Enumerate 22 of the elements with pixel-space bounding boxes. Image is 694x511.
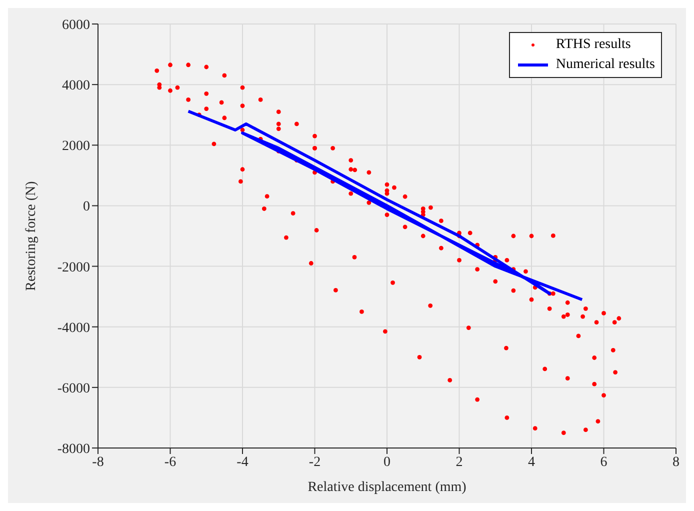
x-axis-title: Relative displacement (mm) <box>308 480 467 495</box>
x-tick-label: 4 <box>528 454 535 470</box>
y-tick-label: -4000 <box>57 320 90 336</box>
y-tick-label: -2000 <box>57 260 90 276</box>
x-tick-label: -8 <box>92 454 104 470</box>
legend-label: Numerical results <box>556 56 655 74</box>
x-tick-label: -2 <box>308 454 321 470</box>
x-tick-label: 6 <box>600 454 608 470</box>
y-tick-label: -8000 <box>57 442 90 457</box>
y-axis-title: Restoring force (N) <box>24 180 39 291</box>
x-tick-label: -4 <box>236 454 248 470</box>
x-tick-label: 2 <box>456 454 463 470</box>
y-tick-label: 0 <box>83 200 90 215</box>
y-tick-label: -6000 <box>57 381 90 396</box>
y-tick-label: 4000 <box>62 78 90 94</box>
x-tick-label: -6 <box>164 454 176 470</box>
line-series <box>186 110 584 302</box>
legend-label: RTHS results <box>556 36 631 54</box>
x-tick-label: 8 <box>672 454 680 470</box>
x-tick-label: 0 <box>384 454 390 470</box>
y-tick-label: 6000 <box>62 18 90 33</box>
y-tick-label: 2000 <box>62 139 90 154</box>
